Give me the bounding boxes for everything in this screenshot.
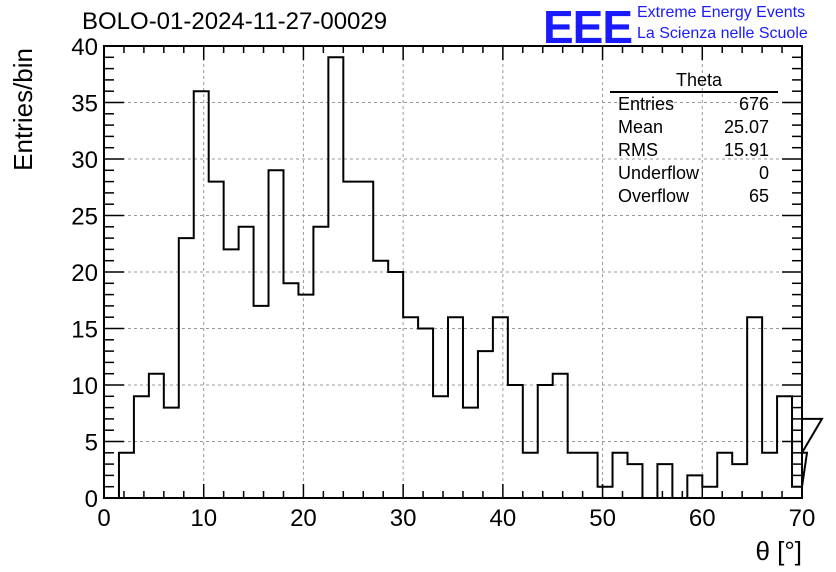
- y-tick-label: 15: [71, 317, 98, 344]
- stats-row: Mean 25.07: [610, 116, 778, 139]
- y-tick-label: 25: [71, 204, 98, 231]
- logo-line-1: Extreme Energy Events: [637, 4, 806, 21]
- stats-label: Underflow: [618, 163, 700, 183]
- x-tick-label: 0: [97, 505, 110, 532]
- stats-row: RMS 15.91: [610, 139, 778, 162]
- y-tick-labels: 0 5 10 15 20 25 30 35 40: [71, 34, 98, 513]
- x-axis-label: θ [°]: [755, 536, 802, 566]
- axis-ticks: [103, 45, 803, 499]
- chart-title: BOLO-01-2024-11-27-00029: [82, 8, 388, 35]
- stats-title: Theta: [675, 70, 723, 90]
- stats-value: 15.91: [723, 140, 769, 160]
- stats-row: Underflow 0: [610, 162, 778, 185]
- stats-value: 676: [738, 94, 769, 114]
- x-tick-label: 50: [589, 505, 616, 532]
- x-tick-label: 60: [689, 505, 716, 532]
- stats-divider: [610, 91, 778, 93]
- stats-box: Theta Entries 676 Mean 25.07 RMS 15.91 U…: [610, 70, 778, 208]
- stats-value: 0: [758, 163, 769, 183]
- x-tick-label: 20: [290, 505, 317, 532]
- y-tick-label: 5: [85, 430, 98, 457]
- stats-label: Mean: [618, 117, 664, 137]
- x-tick-label: 10: [190, 505, 217, 532]
- eee-logo: EEE: [543, 1, 633, 53]
- stats-label: Overflow: [618, 186, 690, 206]
- grid-lines: [104, 46, 802, 498]
- stats-row: Entries 676: [610, 93, 778, 116]
- stats-value: 65: [748, 186, 769, 206]
- stats-label: RMS: [618, 140, 658, 160]
- y-tick-label: 20: [71, 260, 98, 287]
- x-tick-label: 70: [789, 505, 816, 532]
- stats-row: Overflow 65: [610, 185, 778, 208]
- stats-value: 25.07: [723, 117, 769, 137]
- y-tick-label: 10: [71, 373, 98, 400]
- logo-line-2: La Scienza nelle Scuole: [637, 25, 808, 42]
- y-tick-label: 30: [71, 147, 98, 174]
- stats-label: Entries: [618, 94, 675, 114]
- x-tick-labels: 0 10 20 30 40 50 60 70: [97, 505, 815, 532]
- y-axis-label: Entries/bin: [8, 48, 38, 171]
- x-tick-label: 40: [490, 505, 517, 532]
- y-tick-label: 35: [71, 91, 98, 118]
- y-tick-label: 0: [85, 486, 98, 513]
- histogram-series: [117, 56, 824, 499]
- x-tick-label: 30: [390, 505, 417, 532]
- y-tick-label: 40: [71, 34, 98, 61]
